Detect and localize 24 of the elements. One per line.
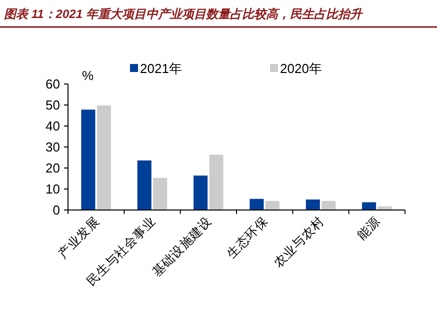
legend-label: 2020年 [280, 61, 322, 76]
x-tick-label: 生态环保 [224, 214, 271, 261]
bar [250, 198, 264, 210]
bar [153, 178, 168, 210]
x-tick-label: 能源 [354, 214, 384, 243]
bar [96, 105, 111, 210]
bar [362, 202, 376, 210]
y-axis-title: % [82, 68, 94, 83]
legend-label: 2021年 [140, 61, 182, 76]
x-tick-label: 农业与农村 [271, 214, 327, 270]
y-tick-label: 30 [46, 140, 60, 154]
bar [265, 200, 280, 210]
y-tick-label: 50 [46, 98, 60, 112]
y-tick-label: 10 [46, 182, 60, 196]
bar [81, 110, 96, 210]
y-tick-label: 60 [46, 76, 60, 92]
bar [322, 200, 336, 210]
y-tick-label: 20 [46, 160, 60, 176]
bar [137, 160, 152, 210]
bar [209, 154, 224, 210]
chart-title: 图表 11：2021 年重大项目中产业项目数量占比较高，民生占比抬升 [4, 7, 364, 21]
bar [194, 176, 208, 210]
y-tick-label: 40 [46, 118, 60, 134]
bar [306, 200, 320, 210]
